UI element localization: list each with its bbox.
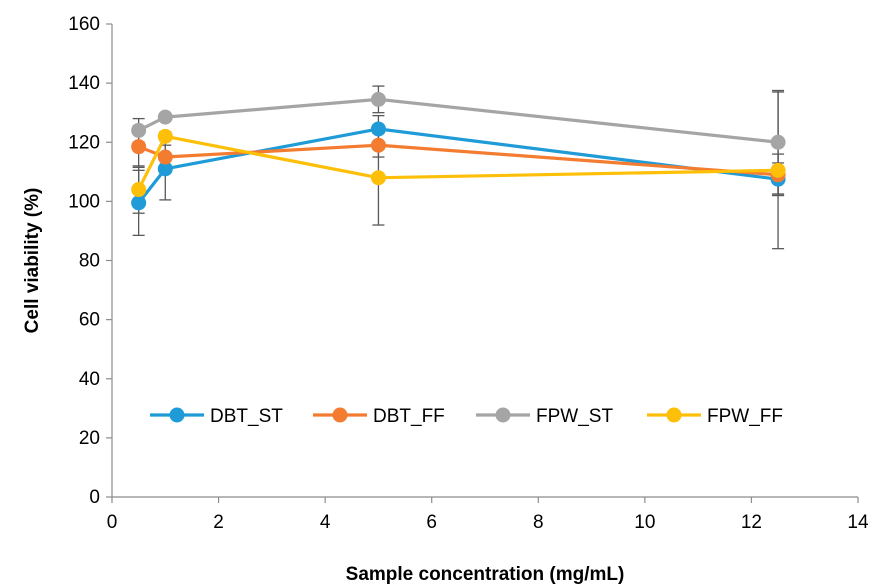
legend-label-fpw-st: FPW_ST [536, 406, 613, 427]
x-tick-label: 4 [320, 512, 331, 533]
series-line-fpw-st [137, 97, 779, 144]
legend-label-dbt-ff: DBT_FF [373, 406, 445, 427]
y-tick-label: 160 [68, 14, 100, 35]
data-point-fpw-ff [770, 162, 786, 178]
series-lines-layer [137, 97, 779, 204]
data-point-dbt-st [157, 161, 173, 177]
legend-marker-dbt-ff [332, 407, 348, 423]
data-point-dbt-ff [157, 149, 173, 165]
data-point-dbt-st [370, 121, 386, 137]
y-tick-label: 120 [68, 132, 100, 153]
x-tick-label: 6 [426, 512, 437, 533]
legend-label-dbt-st: DBT_ST [210, 406, 283, 427]
x-tick-label: 12 [741, 512, 762, 533]
legend: DBT_ST DBT_FF FPW_ST FPW_FF [150, 406, 783, 427]
legend-marker-dbt-st [169, 407, 185, 423]
data-point-dbt-ff [370, 137, 386, 153]
x-tick-label: 14 [847, 512, 869, 533]
x-tick-label: 2 [213, 512, 224, 533]
series-line-dbt-ff [138, 143, 779, 177]
data-point-fpw-ff [157, 128, 173, 144]
x-tick-label: 8 [533, 512, 544, 533]
data-point-dbt-st [131, 195, 147, 211]
data-point-dbt-ff [131, 139, 147, 155]
y-tick-label: 100 [68, 191, 100, 212]
series-line-dbt-st [137, 127, 779, 204]
y-axis-title: Cell viability (%) [22, 188, 43, 334]
legend-marker-fpw-ff [666, 407, 682, 423]
data-point-fpw-st [157, 109, 173, 125]
axes-layer: 0 20 40 60 80 100 120 140 160 0 2 4 6 8 10 12 14 [68, 14, 869, 533]
y-tick-label: 60 [79, 310, 100, 331]
legend-label-fpw-ff: FPW_FF [707, 406, 783, 427]
x-tick-label: 10 [634, 512, 655, 533]
data-point-fpw-st [131, 122, 147, 138]
y-tick-label: 80 [79, 251, 100, 272]
x-tick-label: 0 [107, 512, 118, 533]
y-tick-label: 20 [79, 428, 100, 449]
data-point-fpw-ff [131, 182, 147, 198]
series-line-fpw-ff [137, 134, 779, 191]
legend-marker-fpw-st [495, 407, 511, 423]
data-point-fpw-st [770, 134, 786, 150]
data-points-layer [131, 91, 786, 211]
y-tick-label: 40 [79, 369, 100, 390]
x-axis-title: Sample concentration (mg/mL) [346, 564, 625, 585]
y-tick-label: 140 [68, 73, 100, 94]
data-point-fpw-st [370, 91, 386, 107]
data-point-fpw-ff [370, 170, 386, 186]
y-tick-label: 0 [89, 487, 100, 508]
